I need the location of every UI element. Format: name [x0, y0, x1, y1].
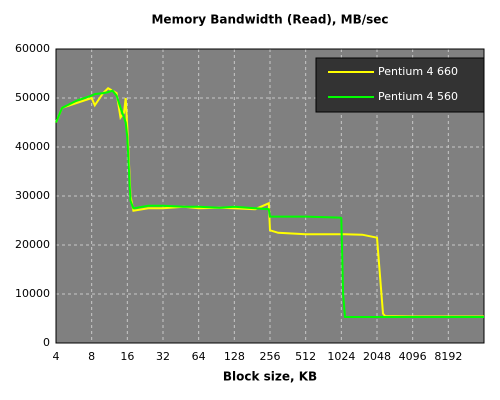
plot-border — [55, 48, 485, 344]
series-line — [55, 89, 484, 318]
chart-title: Memory Bandwidth (Read), MB/sec — [151, 13, 388, 27]
x-tick-label: 64 — [192, 350, 206, 363]
y-tick-label: 0 — [43, 336, 50, 349]
x-tick-label: 128 — [224, 350, 245, 363]
x-tick-label: 512 — [295, 350, 316, 363]
y-tick-label: 30000 — [15, 189, 50, 202]
x-tick-label: 4 — [53, 350, 60, 363]
x-tick-label: 8192 — [434, 350, 462, 363]
y-tick-label: 50000 — [15, 91, 50, 104]
y-tick-label: 10000 — [15, 287, 50, 300]
legend-box — [315, 57, 485, 113]
x-tick-label: 2048 — [363, 350, 391, 363]
y-tick-label: 40000 — [15, 140, 50, 153]
legend-label: Pentium 4 560 — [378, 90, 458, 103]
x-axis-label: Block size, KB — [223, 370, 317, 384]
legend-label: Pentium 4 660 — [378, 65, 458, 78]
x-tick-label: 4096 — [399, 350, 427, 363]
x-tick-label: 8 — [88, 350, 95, 363]
x-tick-label: 256 — [260, 350, 281, 363]
y-tick-label: 20000 — [15, 238, 50, 251]
x-tick-label: 16 — [120, 350, 134, 363]
x-tick-label: 1024 — [327, 350, 355, 363]
y-tick-label: 60000 — [15, 42, 50, 55]
x-tick-label: 32 — [156, 350, 170, 363]
